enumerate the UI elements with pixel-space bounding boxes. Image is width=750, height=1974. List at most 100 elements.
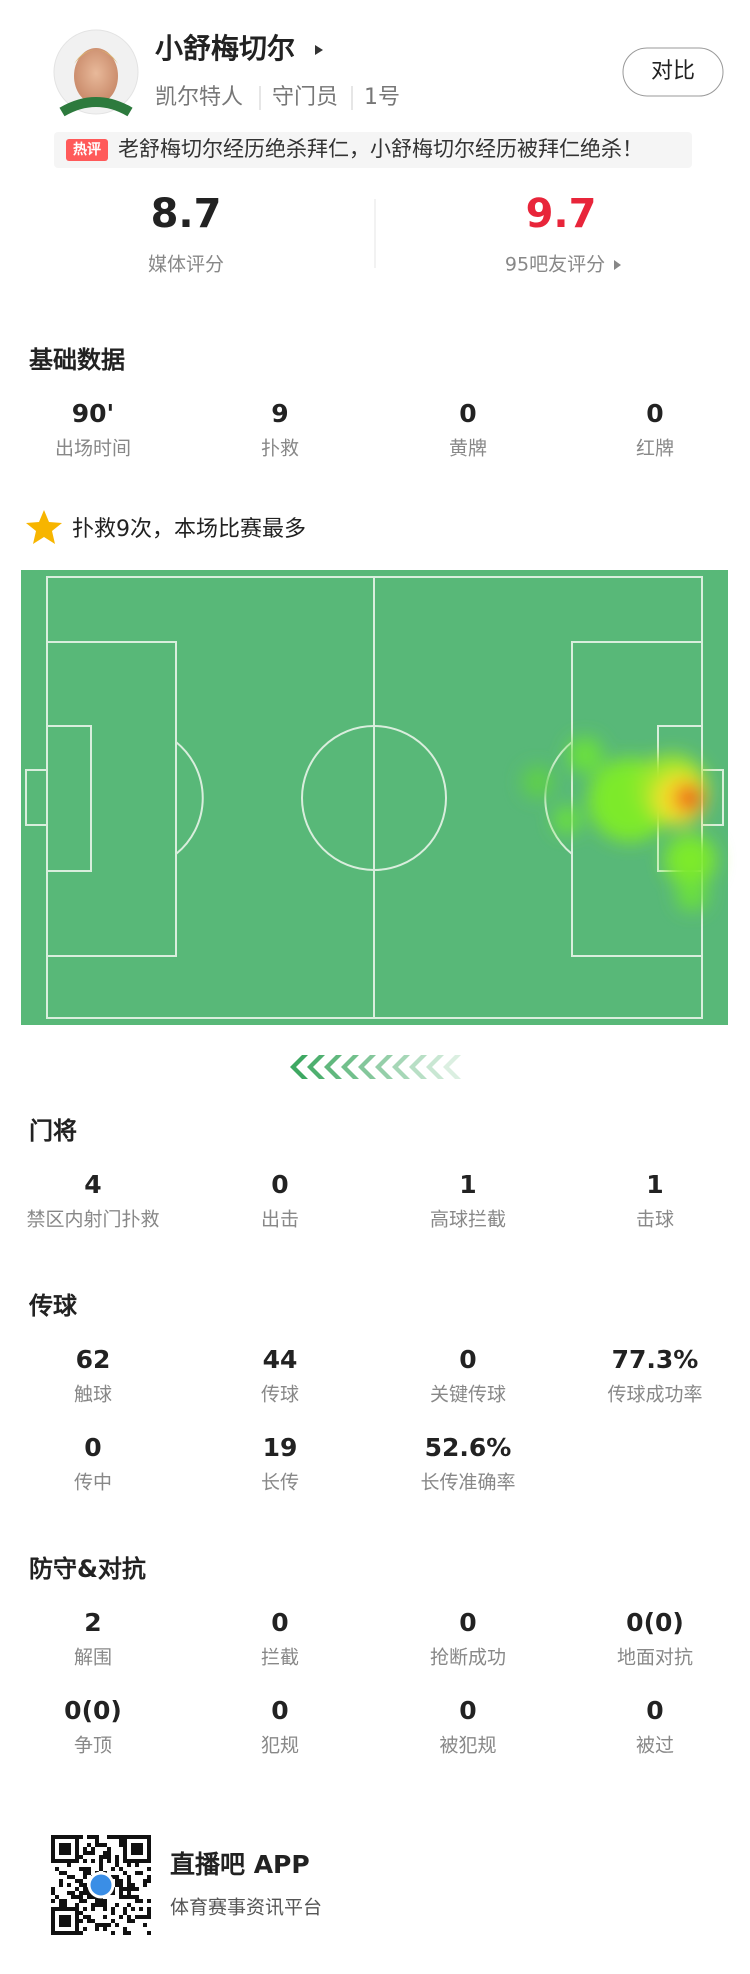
qr-cell xyxy=(103,1855,107,1859)
hot-comment: 老舒梅切尔经历绝杀拜仁，小舒梅切尔经历被拜仁绝杀！ xyxy=(118,137,643,161)
chevron xyxy=(443,1055,461,1079)
stat-label: 禁区内射门扑救 xyxy=(26,1209,159,1231)
stat-value: 44 xyxy=(263,1345,298,1374)
qr-cell xyxy=(131,1907,135,1911)
qr-cell xyxy=(63,1903,67,1907)
qr-cell xyxy=(87,1867,91,1871)
qr-cell xyxy=(119,1867,123,1871)
qr-cell xyxy=(139,1899,143,1903)
qr-cell xyxy=(123,1927,127,1931)
section-title: 基础数据 xyxy=(29,346,125,374)
qr-cell xyxy=(83,1927,87,1931)
qr-cell xyxy=(75,1903,79,1907)
qr-cell xyxy=(79,1879,83,1883)
stat-value: 77.3% xyxy=(612,1345,699,1374)
name-arrow xyxy=(315,45,323,55)
qr-cell xyxy=(147,1875,151,1879)
qr-cell xyxy=(123,1895,127,1899)
qr-cell xyxy=(79,1835,83,1839)
stat-label: 扑救 xyxy=(261,438,299,460)
stat-label: 被犯规 xyxy=(439,1735,496,1757)
stat-label: 传球 xyxy=(261,1384,299,1406)
qr-cell xyxy=(91,1859,95,1863)
section-title: 传球 xyxy=(28,1292,78,1320)
hot-comment-bar xyxy=(54,132,692,168)
qr-cell xyxy=(79,1883,83,1887)
qr-cell xyxy=(123,1871,127,1875)
qr-cell xyxy=(79,1867,83,1871)
qr-cell xyxy=(63,1899,67,1903)
qr-cell xyxy=(95,1843,99,1847)
qr-cell xyxy=(95,1903,99,1907)
chevron xyxy=(324,1055,342,1079)
qr-cell xyxy=(87,1915,91,1919)
qr-cell xyxy=(95,1927,99,1931)
stat-label: 犯规 xyxy=(261,1735,299,1757)
avatar xyxy=(53,29,139,117)
qr-cell xyxy=(51,1899,55,1903)
section-title: 防守&对抗 xyxy=(29,1555,146,1583)
qr-cell xyxy=(99,1923,103,1927)
qr-cell xyxy=(119,1895,123,1899)
stat-label: 地面对抗 xyxy=(617,1647,693,1669)
qr-cell xyxy=(95,1839,99,1843)
qr-cell xyxy=(127,1863,131,1867)
stat-value: 62 xyxy=(76,1345,111,1374)
qr-cell xyxy=(99,1903,103,1907)
chevron xyxy=(392,1055,410,1079)
stat-value: 0 xyxy=(646,399,663,428)
qr-cell xyxy=(99,1899,103,1903)
qr-cell xyxy=(87,1895,91,1899)
qr-cell xyxy=(127,1887,131,1891)
qr-cell xyxy=(83,1875,87,1879)
qr-cell xyxy=(59,1883,63,1887)
fans-arrow xyxy=(614,260,621,270)
qr-cell xyxy=(87,1851,91,1855)
app-slogan: 体育赛事资讯平台 xyxy=(170,1897,322,1919)
qr-cell xyxy=(139,1915,143,1919)
stat-value: 52.6% xyxy=(425,1433,512,1462)
app-name: 直播吧 APP xyxy=(170,1850,310,1879)
qr-finder xyxy=(131,1843,143,1855)
qr-cell xyxy=(79,1931,83,1935)
qr-cell xyxy=(103,1899,107,1903)
compare-label[interactable]: 对比 xyxy=(651,59,695,84)
qr-cell xyxy=(139,1871,143,1875)
qr-cell xyxy=(131,1883,135,1887)
qr-cell xyxy=(91,1919,95,1923)
qr-cell xyxy=(87,1891,91,1895)
qr-cell xyxy=(131,1887,135,1891)
position: 守门员 xyxy=(272,85,338,110)
qr-cell xyxy=(59,1871,63,1875)
qr-cell xyxy=(127,1891,131,1895)
fans-rating-label[interactable]: 95吧友评分 xyxy=(505,254,605,276)
qr-cell xyxy=(83,1891,87,1895)
qr-cell xyxy=(107,1851,111,1855)
stat-label: 击球 xyxy=(636,1209,674,1231)
qr-cell xyxy=(123,1931,127,1935)
qr-cell xyxy=(127,1919,131,1923)
stat-label: 高球拦截 xyxy=(430,1209,506,1231)
qr-cell xyxy=(135,1915,139,1919)
compare-button[interactable] xyxy=(622,47,724,97)
pager-indicator xyxy=(290,1055,461,1079)
qr-finder xyxy=(59,1915,71,1927)
qr-cell xyxy=(51,1891,55,1895)
qr-cell xyxy=(67,1863,71,1867)
qr-cell xyxy=(123,1911,127,1915)
qr-cell xyxy=(87,1843,91,1847)
chevron xyxy=(341,1055,359,1079)
qr-cell xyxy=(99,1867,103,1871)
chevron xyxy=(375,1055,393,1079)
qr-cell xyxy=(63,1871,67,1875)
qr-cell xyxy=(71,1895,75,1899)
qr-cell xyxy=(79,1899,83,1903)
qr-cell xyxy=(115,1883,119,1887)
qr-cell xyxy=(111,1919,115,1923)
qr-cell xyxy=(79,1855,83,1859)
stat-label: 传中 xyxy=(74,1472,112,1494)
star-icon xyxy=(26,510,62,544)
qr-cell xyxy=(119,1883,123,1887)
